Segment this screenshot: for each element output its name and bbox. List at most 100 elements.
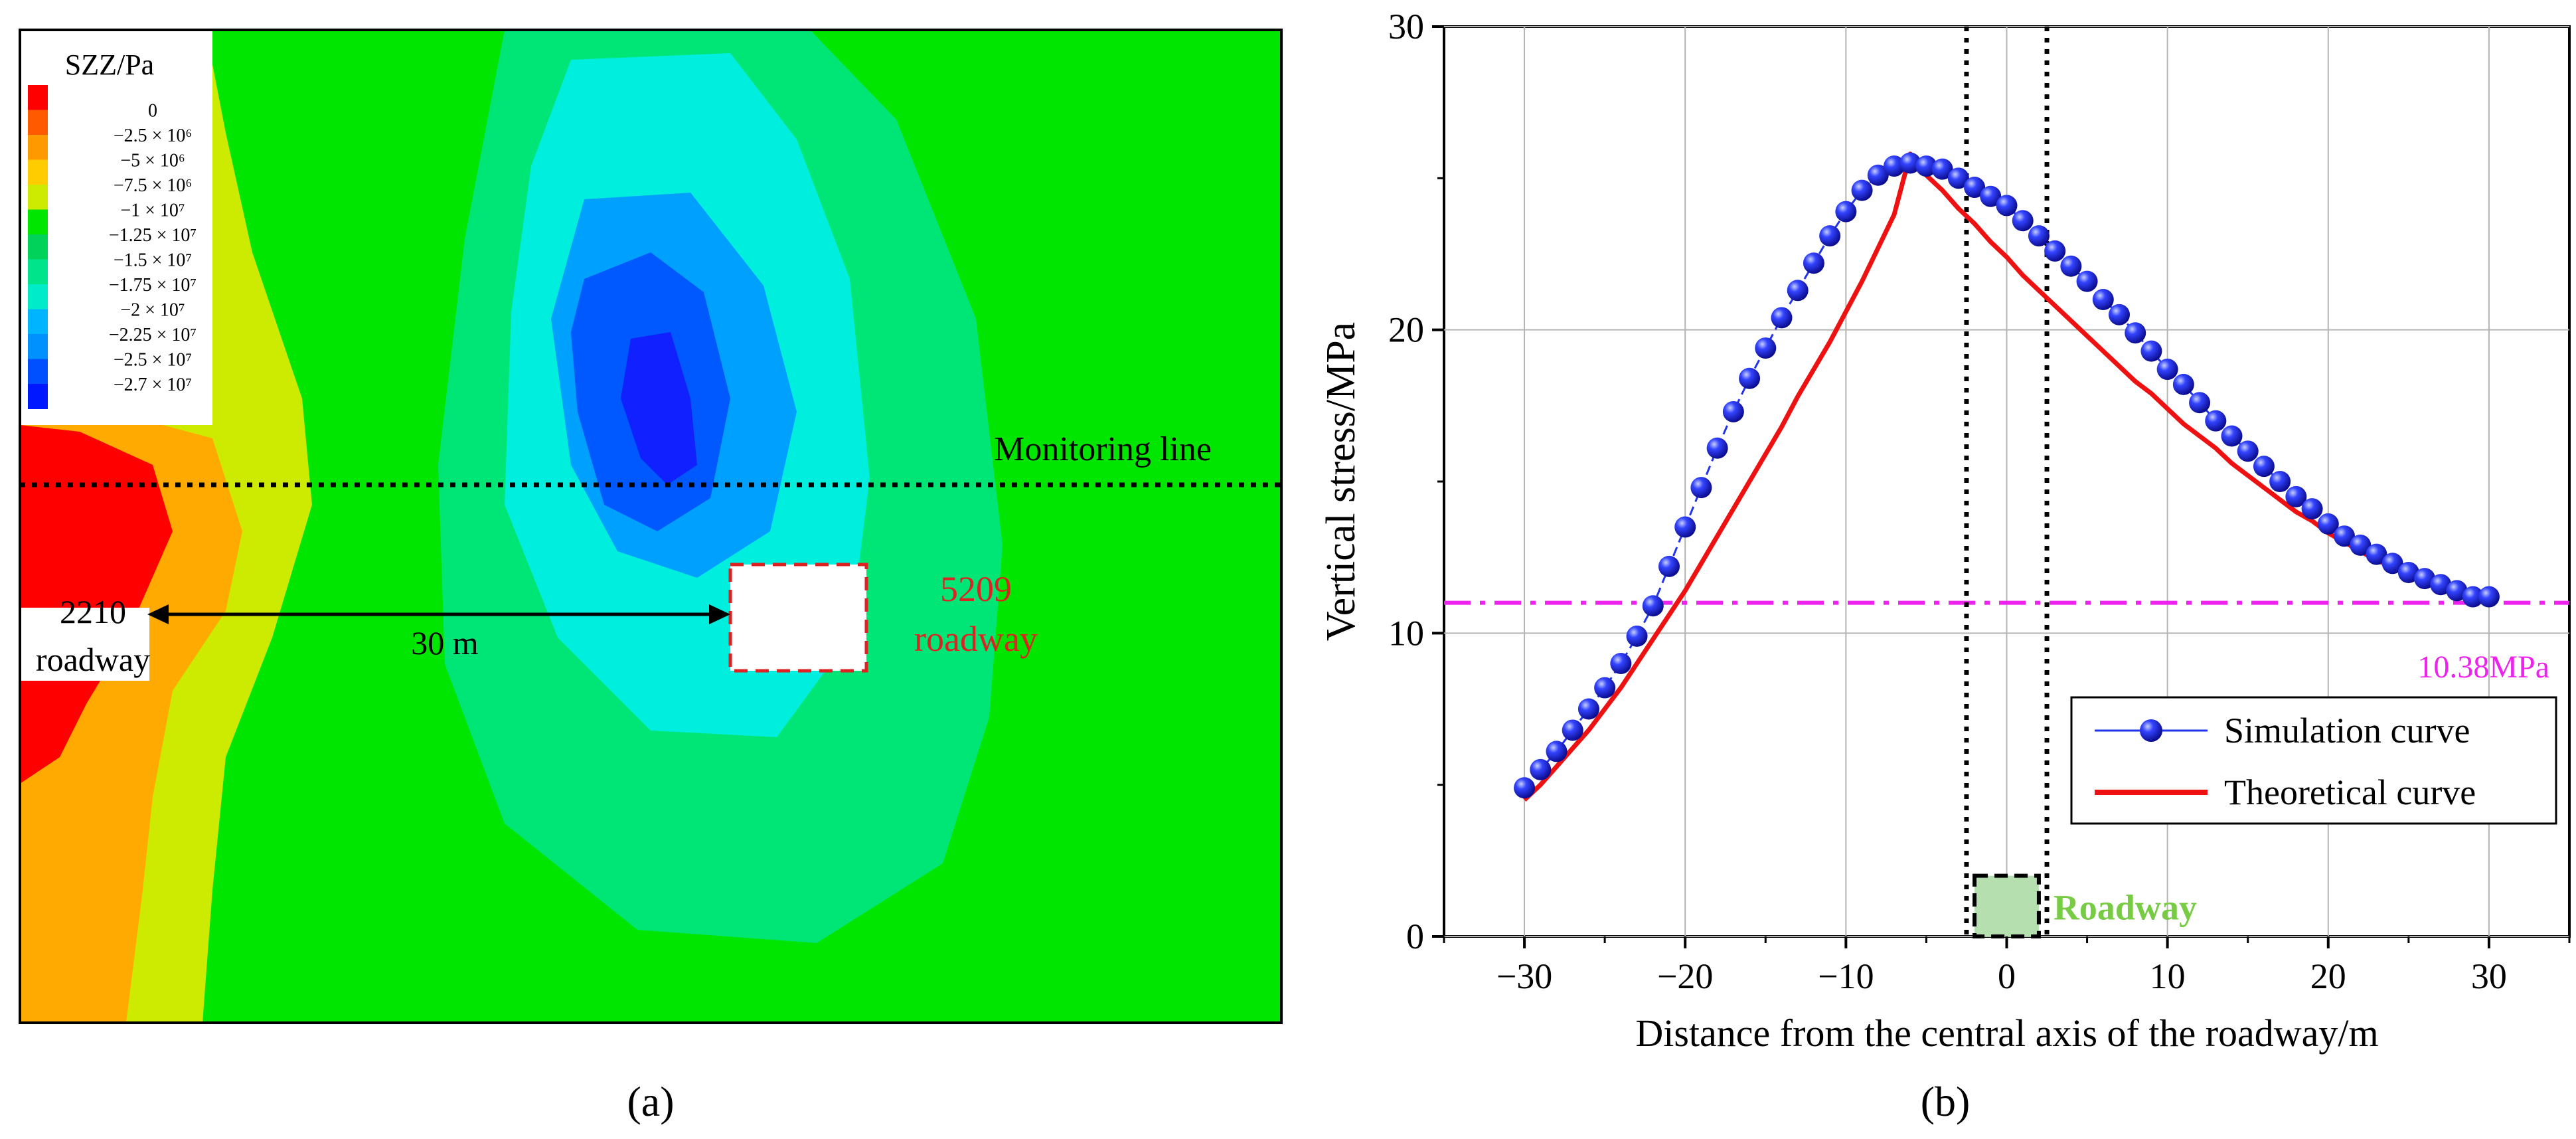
x-tick-label: −10 <box>1818 956 1874 996</box>
series <box>1514 151 2500 802</box>
simulation-point <box>2172 373 2194 395</box>
legend-simulation-marker <box>2140 719 2162 742</box>
simulation-point <box>2221 425 2243 447</box>
simulation-point <box>1771 307 1793 329</box>
simulation-point <box>2414 568 2436 590</box>
simulation-point <box>2269 471 2291 492</box>
simulation-point <box>2189 392 2211 414</box>
x-tick-label: −20 <box>1657 956 1713 996</box>
simulation-point <box>2237 440 2259 462</box>
simulation-point <box>1803 252 1824 274</box>
simulation-point <box>1931 158 1953 180</box>
legend-label: 0 <box>148 101 157 122</box>
legend-simulation-label: Simulation curve <box>2224 711 2470 750</box>
y-axis-title: Vertical stress/MPa <box>1319 322 1364 641</box>
legend-label: −2.5 × 10⁷ <box>114 350 192 371</box>
y-tick-label: 0 <box>1406 917 1424 956</box>
roadway-5209-box <box>728 563 868 673</box>
simulation-point <box>1980 185 2002 207</box>
simulation-point <box>2462 586 2484 608</box>
simulation-point <box>2430 574 2452 596</box>
x-tick-label: 20 <box>2310 956 2346 996</box>
simulation-point <box>2109 304 2130 325</box>
simulation-point <box>2044 240 2066 262</box>
y-tick-label: 10 <box>1388 613 1424 653</box>
roadway-5209-label-1: 5209 <box>940 569 1012 609</box>
distance-label: 30 m <box>411 624 479 661</box>
legend-label: −2.7 × 10⁷ <box>114 375 192 395</box>
simulation-point <box>2156 359 2178 381</box>
simulation-point <box>1739 367 1761 389</box>
stress-curve-panel: Roadway −30 −20 −10 0 10 20 30 0 10 20 30 Distance… <box>1319 7 2571 1125</box>
legend-swatch <box>28 234 48 260</box>
roadway-region <box>1972 873 2041 938</box>
simulation-point <box>1577 698 1599 720</box>
legend-swatch <box>28 110 48 135</box>
x-tick-label: −30 <box>1496 956 1552 996</box>
monitoring-line-label: Monitoring line <box>994 430 1212 468</box>
legend-swatch <box>28 85 48 110</box>
simulation-point <box>2317 513 2339 535</box>
roadway-2210-label-1: 2210 <box>60 593 126 630</box>
simulation-point <box>1867 164 1889 186</box>
legend-swatches <box>28 85 48 409</box>
simulation-point <box>1819 225 1841 247</box>
simulation-point <box>2366 543 2387 565</box>
legend-label: −7.5 × 10⁶ <box>114 175 192 196</box>
simulation-point <box>1996 195 2018 217</box>
simulation-point <box>1947 167 1969 189</box>
roadway-2210-label-2: roadway <box>36 641 150 678</box>
y-tick-label: 30 <box>1388 7 1424 46</box>
simulation-point <box>2301 498 2323 520</box>
x-tick-label: 10 <box>2150 956 2186 996</box>
simulation-point <box>1626 625 1648 647</box>
simulation-point <box>1899 152 1921 174</box>
red-zone <box>20 425 173 784</box>
legend-label: −1.25 × 10⁷ <box>109 225 197 246</box>
legend-swatch <box>28 309 48 335</box>
legend-label: −2.25 × 10⁷ <box>109 325 197 345</box>
legend-label: −5 × 10⁶ <box>120 151 185 171</box>
roadway-marker: Roadway <box>1972 873 2197 938</box>
simulation-point <box>2350 534 2372 556</box>
simulation-point <box>2334 525 2355 547</box>
simulation-point <box>1642 595 1664 617</box>
legend-swatch <box>28 185 48 210</box>
x-tick-label: 30 <box>2471 956 2507 996</box>
deepblue-zone <box>621 332 697 485</box>
legend-label: −2.5 × 10⁶ <box>114 126 192 146</box>
simulation-point <box>2060 255 2082 277</box>
panel-a-border <box>19 29 1283 1024</box>
legend-frame <box>2070 696 2557 825</box>
simulation-point <box>1851 179 1873 201</box>
legend-swatch <box>28 135 48 160</box>
legend-title: SZZ/Pa <box>65 48 154 81</box>
roadway-label: Roadway <box>2053 887 2197 927</box>
simulation-point <box>1706 437 1728 459</box>
legend-swatch <box>28 259 48 285</box>
roadway-2210-opening <box>20 608 149 681</box>
simulation-point <box>2028 225 2050 247</box>
axis-ticks: −30 −20 −10 0 10 20 30 0 10 20 30 <box>1388 7 2571 996</box>
simulation-point <box>1884 155 1905 177</box>
simulation-point <box>1722 400 1744 422</box>
simulation-point <box>2381 553 2403 574</box>
distance-arrow <box>147 604 730 624</box>
panel-a-caption: (a) <box>627 1078 674 1125</box>
legend-swatch <box>28 209 48 235</box>
legend-label: −1 × 10⁷ <box>120 201 185 221</box>
legend-swatch <box>28 384 48 409</box>
simulation-point <box>2446 580 2468 602</box>
simulation-point <box>1835 201 1857 222</box>
legend-swatch <box>28 159 48 185</box>
simulation-point <box>2253 456 2275 478</box>
simulation-point <box>2478 586 2500 608</box>
simulation-point <box>1610 653 1632 674</box>
stress-contour-panel: SZZ/Pa 0 −2.5 × 10⁶ −5 × 10⁶ −7.5 × 10⁶ −1 ×… <box>19 29 1283 1125</box>
simulation-point <box>2397 562 2419 583</box>
simulation-point <box>1755 337 1777 359</box>
legend-labels: 0 −2.5 × 10⁶ −5 × 10⁶ −7.5 × 10⁶ −1 × 10⁷ −1.… <box>109 101 197 396</box>
simulation-point <box>1658 555 1680 577</box>
legend-swatch <box>28 334 48 359</box>
